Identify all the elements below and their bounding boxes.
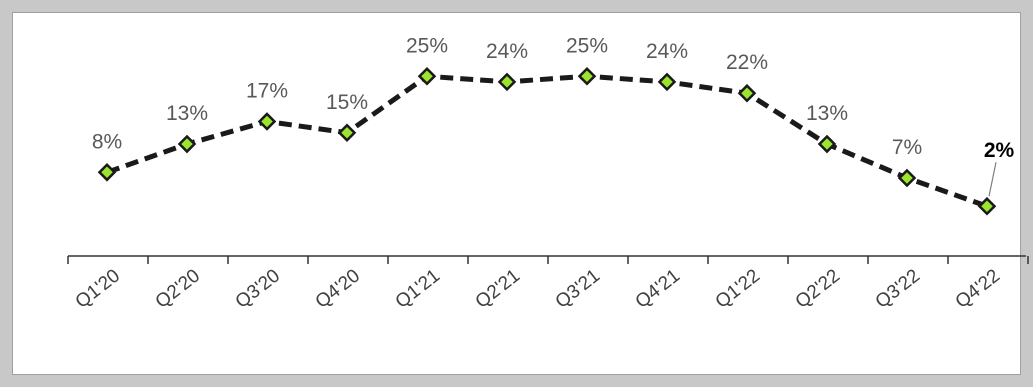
x-tick-label: Q1'21 — [392, 265, 444, 312]
data-point-marker — [257, 112, 277, 131]
x-tick-label: Q3'21 — [552, 265, 604, 312]
x-tick-label: Q2'20 — [152, 265, 204, 312]
data-label: 13% — [166, 102, 208, 125]
data-label-leader — [988, 162, 997, 197]
data-label: 2% — [984, 139, 1015, 162]
data-point-marker — [817, 134, 837, 154]
data-label: 24% — [646, 40, 688, 63]
x-tick-label: Q3'22 — [872, 265, 924, 312]
data-point-marker — [97, 163, 117, 182]
data-point-marker — [897, 168, 917, 188]
data-label: 8% — [92, 130, 122, 153]
x-tick-label: Q4'22 — [952, 265, 1004, 312]
data-label: 13% — [806, 102, 848, 125]
x-tick-label: Q1'20 — [72, 265, 124, 312]
data-point-marker — [657, 72, 677, 92]
data-point-marker — [977, 196, 997, 216]
series-line — [106, 73, 988, 209]
data-point-marker — [497, 72, 517, 92]
data-label: 17% — [246, 79, 288, 102]
x-tick-label: Q1'22 — [712, 265, 764, 312]
data-point-marker — [417, 66, 437, 86]
data-label: 24% — [486, 40, 528, 63]
x-tick-label: Q4'20 — [312, 265, 364, 312]
chart-frame — [12, 12, 1021, 375]
x-tick-label: Q3'20 — [232, 265, 284, 312]
data-label: 25% — [406, 34, 448, 57]
data-point-marker — [177, 134, 197, 154]
data-point-marker — [737, 83, 757, 103]
x-tick-label: Q2'22 — [792, 265, 844, 312]
data-label: 7% — [892, 136, 922, 159]
data-label: 15% — [326, 91, 368, 114]
data-label: 22% — [726, 51, 768, 74]
data-label: 25% — [566, 34, 608, 57]
data-point-marker — [337, 123, 357, 143]
x-tick-label: Q2'21 — [472, 265, 524, 312]
data-point-marker — [577, 66, 597, 86]
x-tick-label: Q4'21 — [632, 265, 684, 312]
